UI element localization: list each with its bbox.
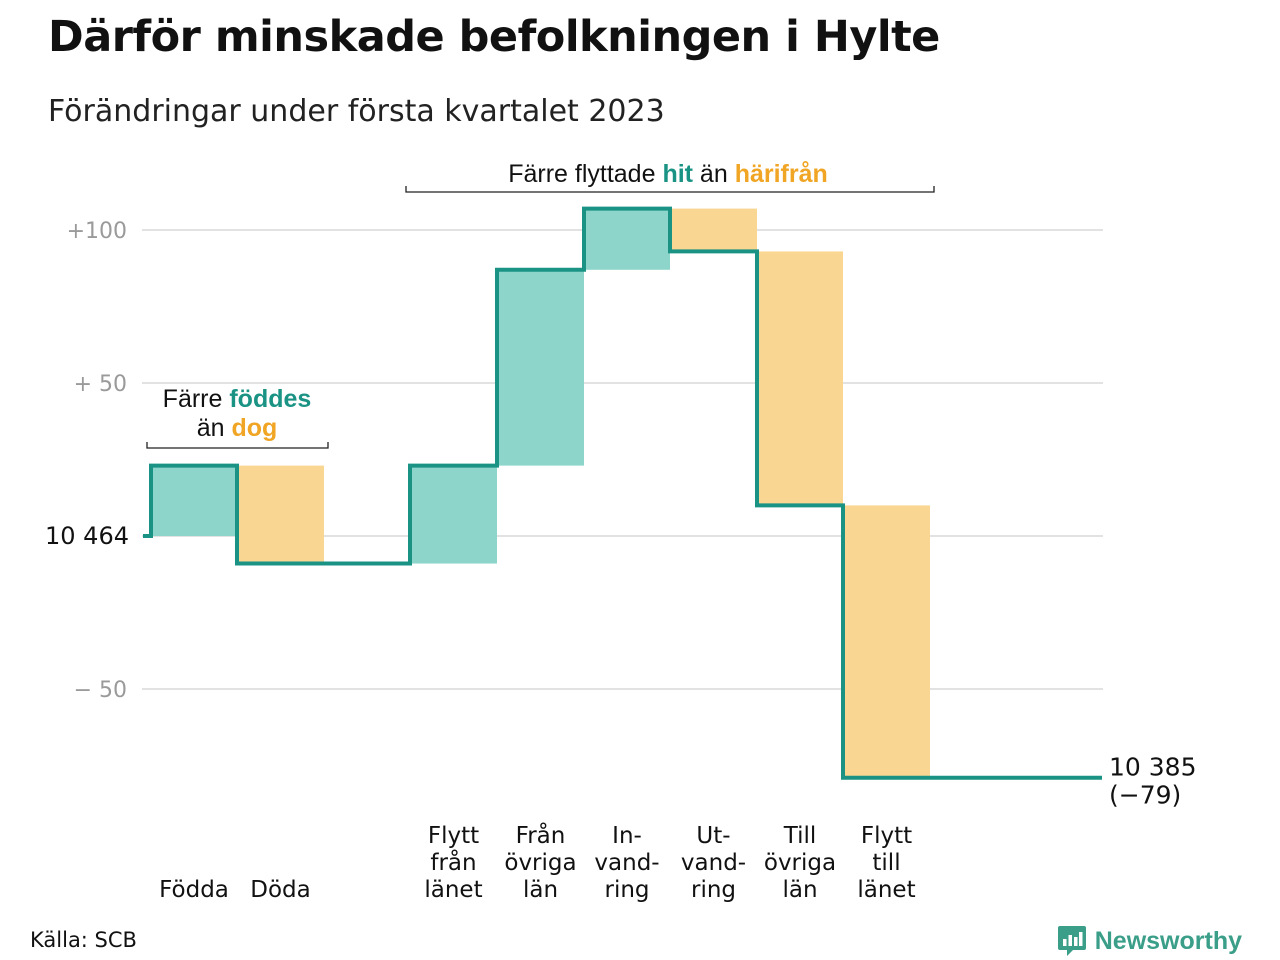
category-label: ring <box>604 877 649 903</box>
category-label: Ut- <box>696 823 730 849</box>
waterfall-bar <box>670 208 757 252</box>
category-label: länet <box>424 877 482 903</box>
category-label: län <box>523 877 558 903</box>
newsworthy-logo-icon <box>1057 926 1086 956</box>
category-label: övriga <box>764 850 836 876</box>
category-label: vand- <box>681 850 746 876</box>
category-label: länet <box>857 877 915 903</box>
annotation-migration: Färre flyttade hit än härifrån <box>508 160 828 188</box>
category-label: till <box>872 850 900 876</box>
cumulative-line <box>143 206 1102 780</box>
waterfall-bar <box>843 505 930 778</box>
category-label: vand- <box>594 850 659 876</box>
category-label: In- <box>612 823 642 849</box>
waterfall-bar <box>410 465 497 564</box>
end-value-label: 10 385 <box>1109 753 1196 782</box>
category-label: län <box>782 877 817 903</box>
category-label: övriga <box>504 850 576 876</box>
category-label: Döda <box>250 877 310 903</box>
waterfall-bar <box>497 269 584 466</box>
chart-subtitle: Förändringar under första kvartalet 2023 <box>48 94 665 129</box>
chart-title: Därför minskade befolkningen i Hylte <box>48 12 940 62</box>
category-label: Från <box>516 821 566 849</box>
brand-name: Newsworthy <box>1094 926 1242 955</box>
category-label: ring <box>691 877 736 903</box>
newsworthy-logo: Newsworthy <box>1057 924 1242 958</box>
annotation-bracket <box>146 442 329 449</box>
waterfall-bar <box>584 208 670 270</box>
waterfall-bar <box>151 465 237 536</box>
annotation-births-line1: Färre föddes <box>163 385 312 413</box>
y-tick-label: +100 <box>67 219 127 244</box>
waterfall-bar <box>237 465 324 564</box>
category-label: Till <box>783 823 817 849</box>
annotation-bracket <box>405 186 935 193</box>
category-label: Födda <box>159 877 229 903</box>
source-note: Källa: SCB <box>30 928 137 952</box>
category-label: från <box>430 848 476 876</box>
start-value-label: 10 464 <box>45 522 129 550</box>
category-label: Flytt <box>428 823 479 849</box>
end-change-label: (−79) <box>1109 781 1181 810</box>
y-tick-label: + 50 <box>74 372 127 397</box>
annotation-births-line2: än dog <box>197 414 278 442</box>
y-tick-label: − 50 <box>74 678 127 703</box>
category-label: Flytt <box>861 823 912 849</box>
waterfall-bar <box>757 251 843 506</box>
